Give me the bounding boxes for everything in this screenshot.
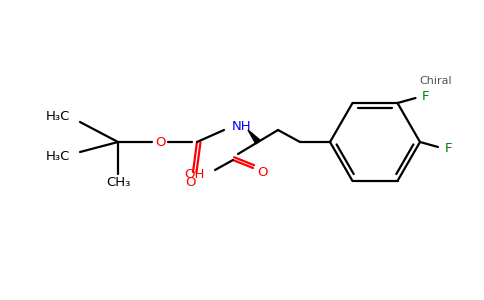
- Text: O: O: [258, 166, 268, 178]
- Text: O: O: [186, 176, 196, 188]
- Text: O: O: [155, 136, 165, 148]
- Text: Chiral: Chiral: [420, 76, 452, 86]
- Polygon shape: [248, 130, 260, 144]
- Text: F: F: [444, 142, 452, 155]
- Text: H₃C: H₃C: [45, 151, 70, 164]
- Text: OH: OH: [184, 167, 205, 181]
- Text: NH: NH: [232, 119, 252, 133]
- Text: F: F: [422, 89, 429, 103]
- Text: H₃C: H₃C: [45, 110, 70, 124]
- Text: CH₃: CH₃: [106, 176, 130, 188]
